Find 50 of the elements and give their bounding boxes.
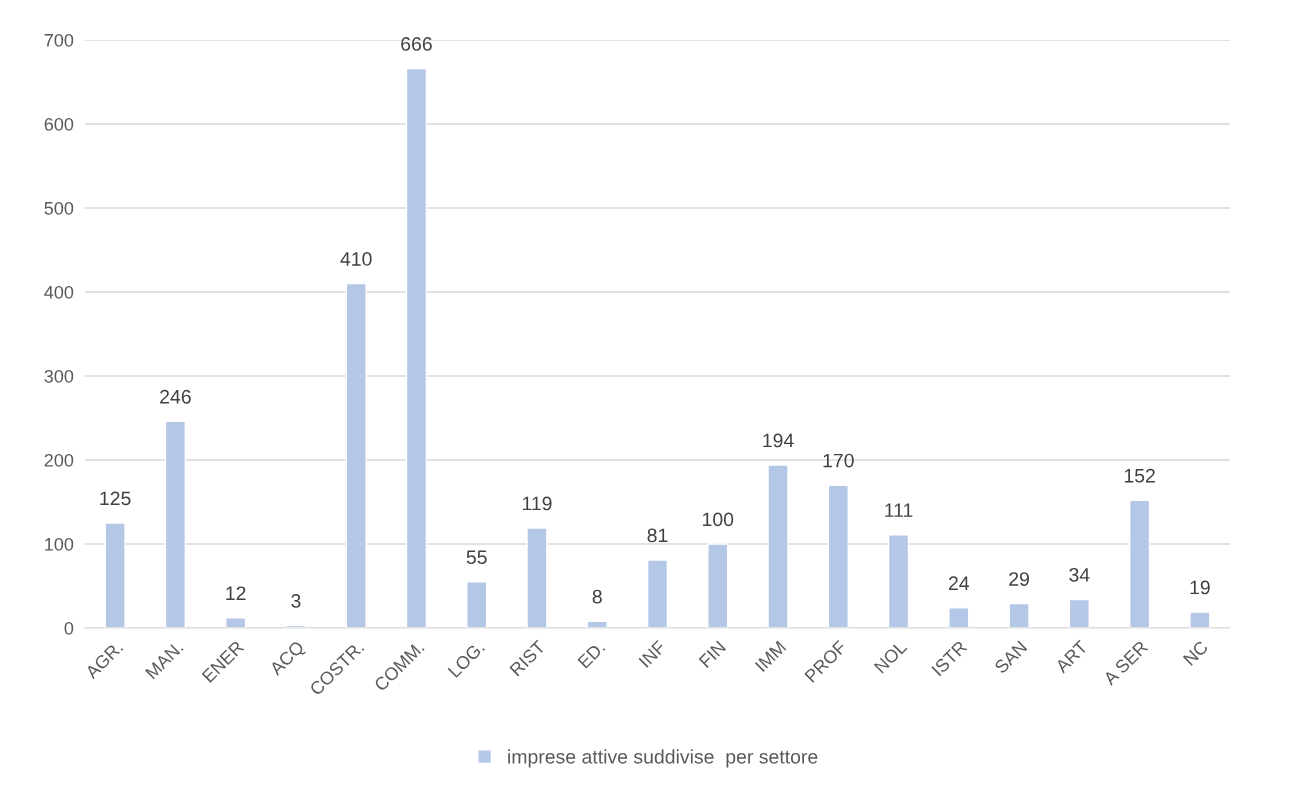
y-tick-label: 0 xyxy=(64,621,74,635)
x-tick-label: NC xyxy=(1182,639,1209,666)
bar xyxy=(526,527,548,628)
data-label: 3 xyxy=(291,593,301,608)
bar xyxy=(1189,611,1211,628)
bar xyxy=(887,534,910,628)
data-label: 152 xyxy=(1124,468,1155,483)
bar xyxy=(225,617,247,628)
bar xyxy=(1128,499,1151,628)
data-label: 12 xyxy=(226,586,246,600)
legend-label: imprese attive suddivise per settore xyxy=(508,749,818,768)
x-tick-label: INF xyxy=(638,640,667,668)
bar xyxy=(1068,598,1090,628)
bar xyxy=(767,464,789,628)
data-label: 666 xyxy=(401,37,432,51)
data-label: 194 xyxy=(763,433,794,448)
y-tick-label: 700 xyxy=(44,33,74,47)
data-label: 81 xyxy=(647,528,668,543)
bar xyxy=(707,543,729,628)
bar xyxy=(104,522,126,628)
bar xyxy=(646,559,669,628)
bar xyxy=(345,282,367,628)
y-tick-label: 600 xyxy=(44,117,74,131)
data-label: 55 xyxy=(466,550,487,565)
bar xyxy=(405,67,428,628)
bar xyxy=(948,607,970,628)
data-label: 170 xyxy=(823,453,854,468)
x-tick-label: FIN xyxy=(698,640,726,668)
y-tick-label: 400 xyxy=(44,285,74,299)
data-label: 100 xyxy=(703,512,734,527)
data-label: 34 xyxy=(1069,567,1090,582)
y-tick-label: 500 xyxy=(44,201,74,215)
bar xyxy=(827,484,849,628)
data-label: 111 xyxy=(885,503,913,517)
y-tick-label: 100 xyxy=(45,537,74,551)
data-label: 19 xyxy=(1190,580,1210,595)
data-label: 29 xyxy=(1009,572,1029,586)
y-tick-label: 200 xyxy=(44,453,74,467)
y-tick-label: 300 xyxy=(44,369,74,383)
bar xyxy=(466,581,488,628)
data-label: 119 xyxy=(522,496,552,511)
x-tick-label: NOL xyxy=(873,639,908,674)
data-label: 125 xyxy=(100,491,131,506)
data-label: 24 xyxy=(948,576,970,590)
x-tick-label: ED. xyxy=(577,640,606,669)
bar xyxy=(164,420,187,628)
bar xyxy=(1008,602,1030,628)
data-label: 246 xyxy=(160,389,191,404)
data-label: 8 xyxy=(592,589,602,604)
data-label: 410 xyxy=(340,252,372,266)
